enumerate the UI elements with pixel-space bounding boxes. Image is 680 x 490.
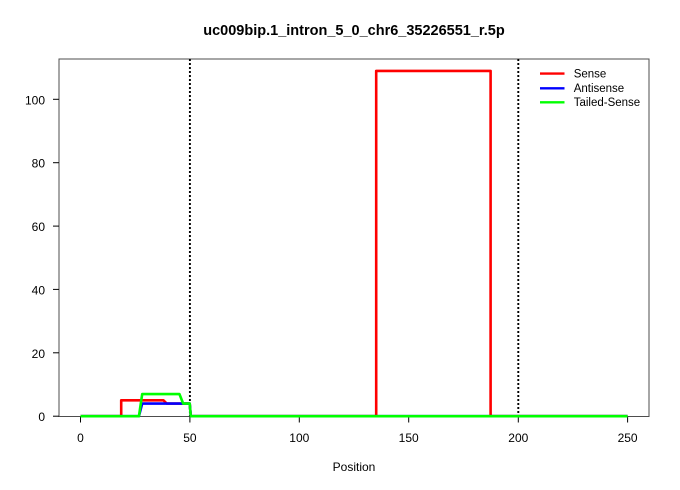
svg-text:0: 0 <box>77 431 84 445</box>
svg-text:40: 40 <box>32 283 46 297</box>
svg-text:250: 250 <box>618 431 638 445</box>
svg-text:80: 80 <box>32 157 46 171</box>
svg-text:0: 0 <box>38 410 45 424</box>
svg-text:Position: Position <box>333 460 376 474</box>
svg-text:200: 200 <box>508 431 528 445</box>
svg-text:Tailed-Sense: Tailed-Sense <box>574 97 640 109</box>
svg-text:100: 100 <box>289 431 309 445</box>
svg-text:uc009bip.1_intron_5_0_chr6_352: uc009bip.1_intron_5_0_chr6_35226551_r.5p <box>203 23 505 39</box>
svg-text:150: 150 <box>399 431 419 445</box>
svg-text:Sense: Sense <box>574 69 607 81</box>
svg-text:100: 100 <box>25 93 45 107</box>
svg-text:60: 60 <box>32 220 46 234</box>
svg-text:50: 50 <box>183 431 197 445</box>
svg-text:Antisense: Antisense <box>574 83 625 95</box>
svg-text:20: 20 <box>32 347 46 361</box>
